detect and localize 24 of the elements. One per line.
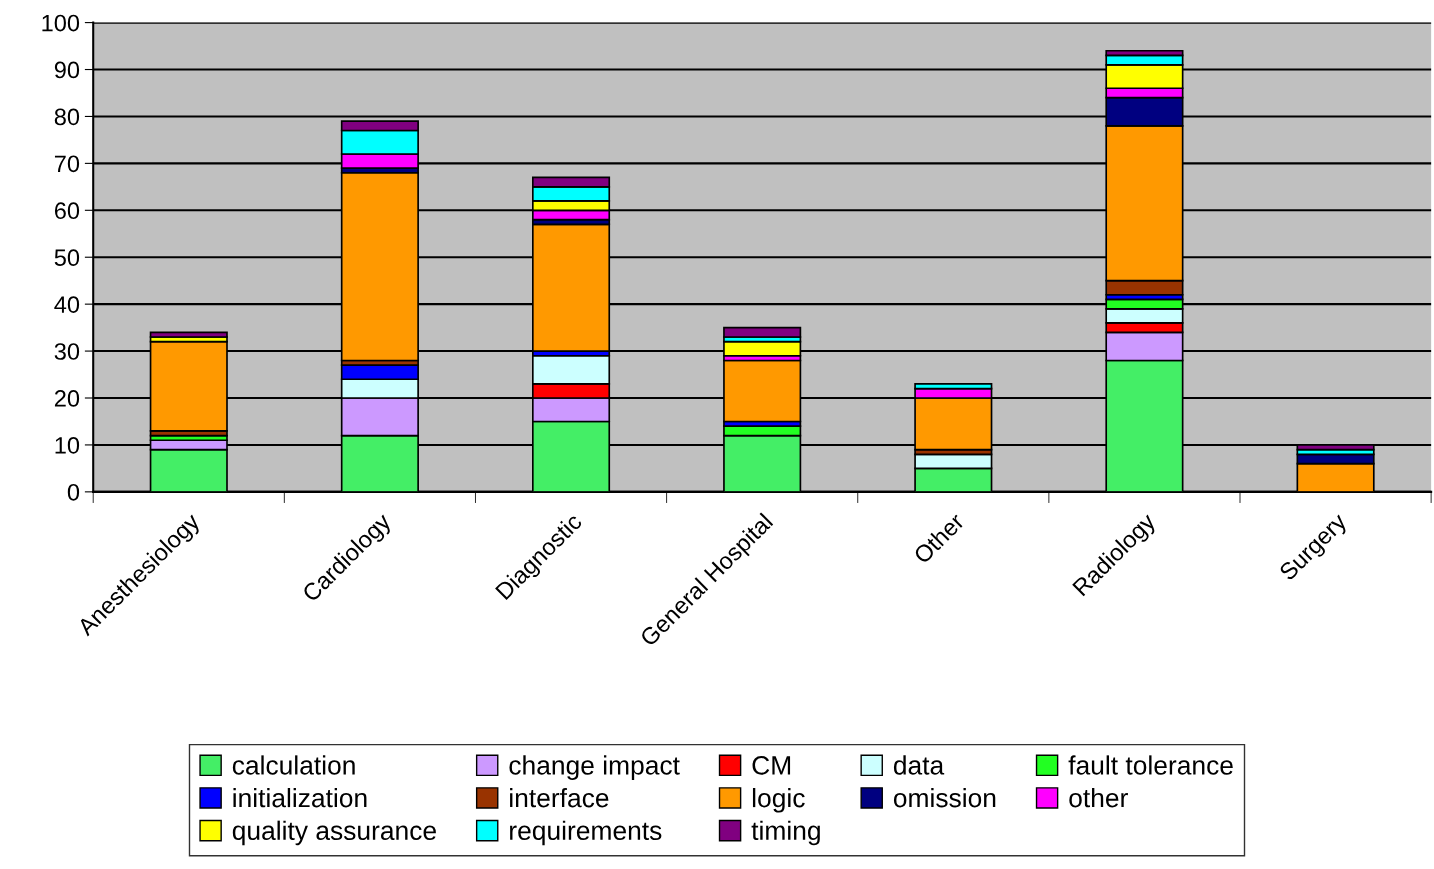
legend-label: fault tolerance bbox=[1068, 755, 1233, 775]
y-tick-label: 70 bbox=[54, 155, 80, 173]
legend-label: interface bbox=[510, 787, 609, 808]
y-tick-label: 30 bbox=[54, 343, 80, 360]
legend-label: quality assurance bbox=[232, 820, 436, 846]
y-tick-label: 0 bbox=[67, 483, 80, 501]
y-tick-label: 80 bbox=[54, 108, 80, 126]
y-tick-label: 90 bbox=[54, 61, 80, 79]
legend-label: omission bbox=[893, 787, 996, 808]
legend-label: requirements bbox=[510, 820, 662, 846]
legend-label: calculation bbox=[232, 755, 355, 775]
legend-label: logic bbox=[752, 787, 805, 813]
y-tick-label: 50 bbox=[54, 249, 80, 267]
y-tick-label: 10 bbox=[55, 437, 80, 454]
legend-label: timing bbox=[751, 820, 820, 846]
legend-label: data bbox=[893, 755, 945, 775]
y-tick-label: 20 bbox=[54, 390, 80, 407]
y-tick-label: 40 bbox=[54, 296, 80, 313]
legend-label: change impact bbox=[509, 755, 680, 780]
legend-label: initialization bbox=[233, 787, 367, 808]
legend-label: CM bbox=[752, 756, 791, 775]
y-tick-label: 100 bbox=[42, 14, 80, 32]
legend-label: other bbox=[1069, 787, 1128, 808]
y-tick-label: 60 bbox=[54, 202, 80, 220]
